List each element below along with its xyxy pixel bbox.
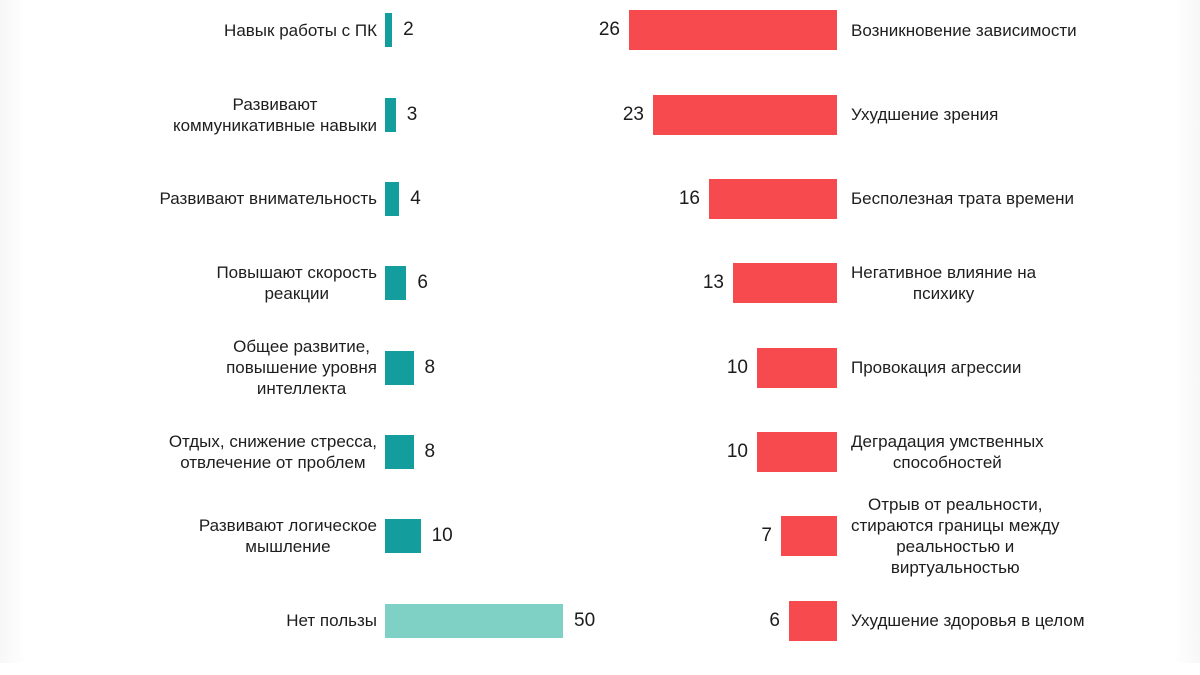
harm-label: Провокация агрессии (851, 358, 1022, 378)
benefit-value: 4 (410, 187, 421, 209)
benefit-bar (385, 350, 414, 385)
benefit-label-box: Развивают коммуникативные навыки (0, 94, 377, 136)
harm-group: 26 (599, 0, 837, 72)
harm-group: 10 (727, 410, 837, 494)
harm-bar (757, 347, 837, 388)
benefit-bar (385, 266, 407, 301)
benefit-value: 50 (574, 609, 596, 631)
harm-label-box: Провокация агрессии (851, 325, 1021, 409)
benefit-value: 10 (431, 525, 453, 547)
harm-label-box: Деградация умственных способностей (851, 410, 1044, 494)
benefit-label-box: Нет пользы (0, 610, 377, 631)
benefit-label: Нет пользы (286, 611, 377, 631)
harm-bar (629, 10, 837, 51)
harm-group: 23 (623, 72, 837, 156)
chart-row: Развивают внимательность 4 16 Бесполезна… (0, 157, 1200, 241)
harm-value: 16 (678, 187, 700, 209)
benefit-group: Нет пользы 50 (0, 579, 595, 663)
benefit-value: 6 (417, 272, 428, 294)
harm-label: Деградация умственных способностей (851, 431, 1044, 472)
harm-label-box: Негативное влияние на психику (851, 241, 1036, 325)
harm-group: 10 (727, 325, 837, 409)
benefit-bar (385, 97, 396, 132)
harm-label: Ухудшение здоровья в целом (851, 611, 1085, 631)
harm-value: 6 (769, 609, 780, 631)
benefit-label: Общее развитие, повышение уровня интелле… (226, 337, 377, 399)
chart-row: Общее развитие, повышение уровня интелле… (0, 325, 1200, 409)
harm-bar (789, 600, 837, 641)
harm-group: 13 (703, 241, 837, 325)
harm-label-box: Ухудшение зрения (851, 72, 998, 156)
benefit-group: Общее развитие, повышение уровня интелле… (0, 325, 435, 409)
harm-label: Отрыв от реальности, стираются границы м… (851, 495, 1060, 578)
harm-bar (653, 94, 837, 135)
harm-label: Бесполезная трата времени (851, 189, 1075, 209)
chart-row: Нет пользы 50 6 Ухудшение здоровья в цел… (0, 579, 1200, 663)
harm-value: 10 (726, 356, 748, 378)
benefit-bar (385, 519, 421, 554)
benefit-label-box: Повышают скорость реакции (0, 262, 377, 304)
harm-label: Возникновение зависимости (851, 20, 1077, 40)
benefit-bar (385, 13, 393, 48)
chart-row: Повышают скорость реакции 6 13 Негативно… (0, 241, 1200, 325)
benefit-bar (385, 181, 400, 216)
harm-bar (709, 178, 837, 219)
harm-bar (733, 263, 837, 304)
harm-value: 13 (702, 272, 724, 294)
chart-row: Навык работы с ПК 2 26 Возникновение зав… (0, 0, 1200, 72)
harm-label-box: Ухудшение здоровья в целом (851, 579, 1085, 663)
harm-group: 16 (679, 157, 837, 241)
harm-label: Негативное влияние на психику (851, 263, 1037, 304)
benefit-value: 3 (406, 103, 418, 125)
benefit-group: Развивают внимательность 4 (0, 157, 421, 241)
chart-row: Развивают коммуникативные навыки 3 23 Ух… (0, 72, 1200, 156)
benefit-bar (385, 603, 563, 638)
benefit-group: Отдых, снижение стресса, отвлечение от п… (0, 410, 435, 494)
benefit-group: Развивают логическое мышление 10 (0, 494, 453, 578)
harm-group: 7 (761, 494, 837, 578)
benefit-group: Повышают скорость реакции 6 (0, 241, 428, 325)
benefit-label-box: Развивают логическое мышление (0, 515, 377, 557)
harm-label-box: Бесполезная трата времени (851, 157, 1074, 241)
benefit-label-box: Навык работы с ПК (0, 20, 377, 41)
harm-value: 7 (761, 525, 772, 547)
harm-group: 6 (769, 579, 837, 663)
benefit-label-box: Развивают внимательность (0, 188, 377, 209)
chart-row: Развивают логическое мышление 10 7 Отрыв… (0, 494, 1200, 578)
benefit-label-box: Общее развитие, повышение уровня интелле… (0, 336, 377, 399)
chart-row: Отдых, снижение стресса, отвлечение от п… (0, 410, 1200, 494)
harm-bar (781, 516, 837, 557)
harm-value: 23 (622, 103, 644, 125)
benefit-group: Навык работы с ПК 2 (0, 0, 414, 72)
benefit-label: Развивают внимательность (159, 189, 377, 209)
benefit-group: Развивают коммуникативные навыки 3 (0, 72, 417, 156)
harm-label: Ухудшение зрения (851, 105, 999, 125)
benefit-bar (385, 434, 414, 469)
harm-value: 26 (598, 19, 620, 41)
benefit-label: Развивают логическое мышление (198, 516, 377, 557)
benefit-value: 8 (424, 356, 436, 378)
benefit-label-box: Отдых, снижение стресса, отвлечение от п… (0, 431, 377, 473)
benefit-value: 2 (403, 19, 414, 41)
benefit-label: Отдых, снижение стресса, отвлечение от п… (168, 431, 377, 472)
benefit-label: Повышают скорость реакции (216, 263, 377, 304)
benefit-label: Навык работы с ПК (224, 20, 377, 40)
benefit-label: Развивают коммуникативные навыки (172, 94, 377, 135)
harm-value: 10 (726, 440, 748, 462)
harm-bar (757, 431, 837, 472)
harm-label-box: Отрыв от реальности, стираются границы м… (851, 494, 1060, 578)
benefit-value: 8 (424, 440, 436, 462)
harm-label-box: Возникновение зависимости (851, 0, 1077, 72)
